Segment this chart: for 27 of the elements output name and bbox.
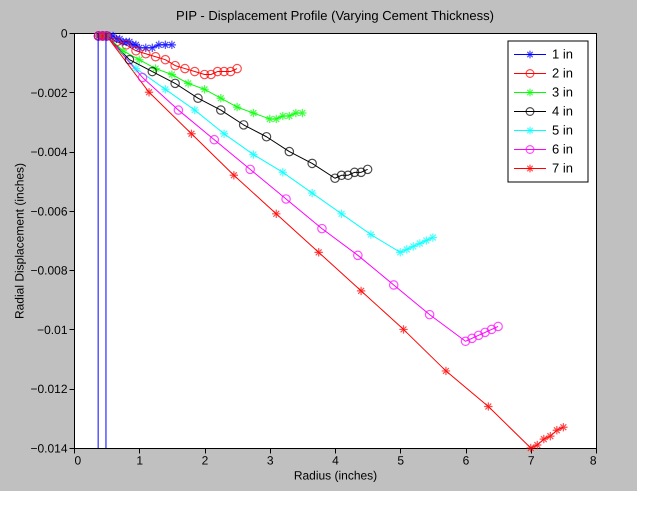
x-tick-label: 4: [332, 454, 340, 468]
chart-title: PIP - Displacement Profile (Varying Cement Thickness): [176, 8, 494, 23]
x-tick-label: 0: [74, 454, 82, 468]
y-tick-label: −0.008: [30, 264, 68, 278]
legend-label: 5 in: [552, 122, 573, 138]
y-tick-label: −0.01: [37, 322, 68, 337]
y-tick-label: −0.004: [30, 145, 68, 160]
x-tick-label: 3: [266, 454, 274, 468]
legend-label: 3 in: [552, 84, 573, 100]
legend-label: 1 in: [552, 46, 573, 62]
legend-label: 6 in: [552, 142, 573, 156]
legend-label: 7 in: [552, 160, 573, 176]
legend-label: 2 in: [552, 66, 573, 80]
y-tick-label: −0.014: [30, 442, 68, 456]
y-tick-label: −0.006: [30, 204, 68, 218]
y-axis-title: Radial Displacement (inches): [12, 162, 26, 320]
x-tick-label: 2: [202, 454, 209, 468]
x-tick-label: 8: [590, 454, 597, 468]
x-tick-label: 6: [462, 454, 470, 468]
y-tick-label: 0: [60, 26, 68, 40]
x-tick-label: 5: [397, 454, 404, 468]
x-axis-title: Radius (inches): [294, 468, 378, 482]
y-tick-label: −0.002: [30, 86, 68, 100]
legend-label: 4 in: [552, 104, 573, 118]
x-tick-label: 1: [136, 454, 144, 468]
y-tick-label: −0.012: [30, 382, 68, 396]
x-tick-label: 7: [528, 454, 535, 468]
